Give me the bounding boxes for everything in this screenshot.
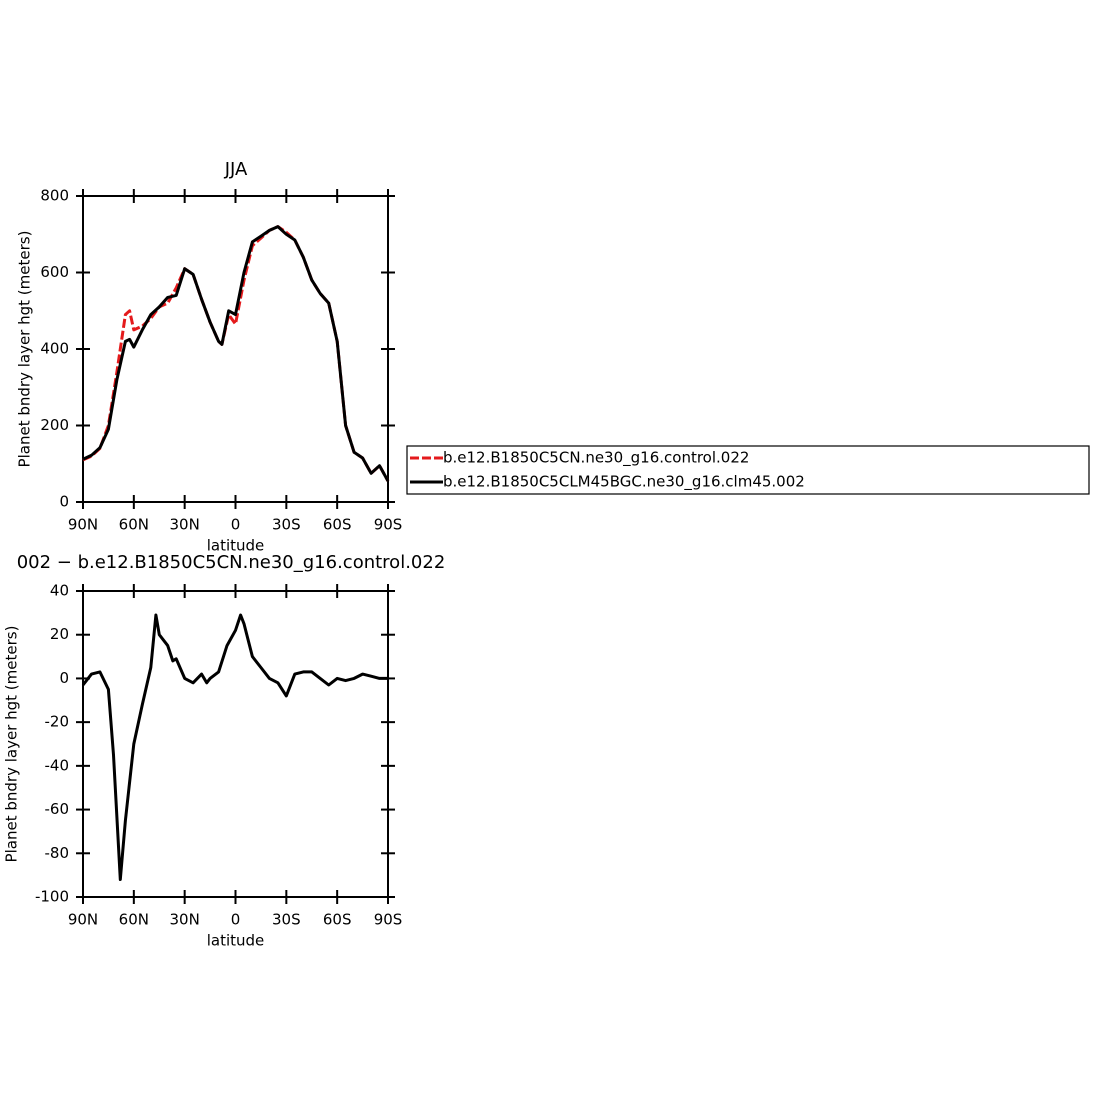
y-tick-label: 0 (59, 669, 69, 687)
y-tick-label: -60 (45, 800, 70, 818)
y-axis-label: Planet bndry layer hgt (meters) (16, 231, 34, 468)
chart-title: JJA (224, 159, 248, 180)
y-tick-label: 0 (59, 493, 69, 511)
x-tick-label: 90S (374, 911, 403, 929)
chart-title: 002 − b.e12.B1850C5CN.ne30_g16.control.0… (17, 552, 446, 573)
series-line (82, 225, 390, 482)
x-axis-label: latitude (207, 537, 265, 555)
x-tick-label: 60N (119, 516, 149, 534)
x-tick-label: 0 (231, 911, 241, 929)
x-tick-label: 30S (272, 911, 301, 929)
y-tick-label: 600 (40, 263, 69, 281)
legend-label: b.e12.B1850C5CLM45BGC.ne30_g16.clm45.002 (443, 473, 805, 492)
y-tick-label: -20 (45, 713, 70, 731)
y-tick-label: 40 (50, 582, 69, 600)
y-tick-label: 400 (40, 340, 69, 358)
plot-frame (82, 195, 389, 503)
series-line (81, 613, 388, 881)
x-tick-label: 60S (323, 911, 352, 929)
x-tick-label: 30N (170, 911, 200, 929)
x-axis-label: latitude (207, 932, 265, 950)
legend-label: b.e12.B1850C5CN.ne30_g16.control.022 (443, 449, 749, 468)
x-tick-label: 90S (374, 516, 403, 534)
x-tick-label: 60S (323, 516, 352, 534)
x-tick-label: 90N (68, 516, 98, 534)
plot-frame (82, 590, 389, 898)
x-tick-label: 0 (231, 516, 241, 534)
y-tick-label: -80 (45, 844, 70, 862)
y-tick-label: 20 (50, 625, 69, 643)
y-axis-label: Planet bndry layer hgt (meters) (3, 626, 21, 863)
x-tick-label: 90N (68, 911, 98, 929)
y-tick-label: 200 (40, 416, 69, 434)
legend-box (406, 445, 1090, 495)
x-tick-label: 60N (119, 911, 149, 929)
y-tick-label: -40 (45, 756, 70, 774)
y-tick-label: -100 (35, 888, 69, 906)
y-tick-label: 800 (40, 187, 69, 205)
x-tick-label: 30S (272, 516, 301, 534)
x-tick-label: 30N (170, 516, 200, 534)
series-line (82, 225, 390, 482)
